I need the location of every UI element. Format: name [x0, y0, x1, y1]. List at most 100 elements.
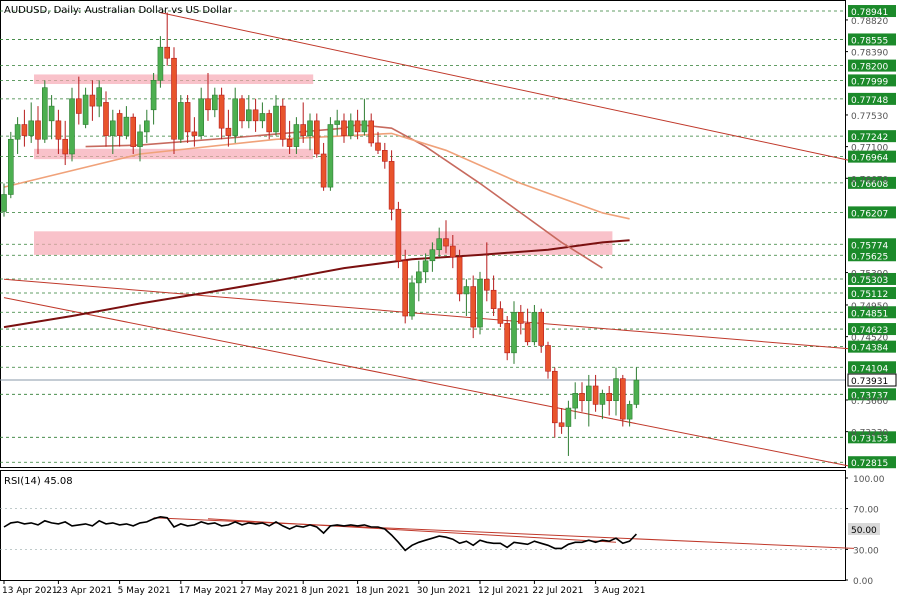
- level-label: 0.76964: [851, 154, 888, 164]
- candle-body: [103, 102, 109, 136]
- candle-body: [477, 278, 483, 328]
- level-box: [848, 388, 896, 401]
- level-box: [848, 249, 896, 262]
- candle-body: [613, 378, 619, 402]
- level-label: 0.73153: [851, 434, 888, 444]
- candle-body: [558, 422, 565, 427]
- candle-body: [35, 120, 41, 140]
- level-box: [848, 33, 896, 46]
- level-box: [848, 272, 896, 285]
- level-label: 0.75112: [851, 290, 888, 300]
- level-box: [848, 361, 896, 374]
- candle-body: [551, 370, 558, 424]
- candle-body: [239, 98, 245, 122]
- time-label: 18 Jun 2021: [356, 586, 410, 596]
- price-tick-label: 0.76670: [851, 175, 888, 185]
- rsi-level-label: 50.00: [851, 526, 877, 536]
- price-zone: [34, 231, 613, 255]
- candle-body: [21, 124, 28, 136]
- level-box: [848, 340, 896, 353]
- trend-line: [3, 297, 855, 468]
- candle-body: [252, 109, 259, 122]
- trend-line: [3, 278, 855, 350]
- price-tick-label: 0.77100: [851, 144, 888, 154]
- candle-body: [293, 124, 300, 147]
- candle-body: [8, 138, 14, 195]
- candle-body: [368, 120, 375, 144]
- candle-body: [212, 94, 218, 111]
- trend-lines: [3, 12, 855, 468]
- candle-body: [511, 312, 517, 354]
- level-label: 0.72815: [851, 459, 888, 469]
- candle-body: [524, 323, 531, 343]
- candle-body: [130, 116, 136, 147]
- candle-body: [572, 393, 579, 409]
- price-tick-label: 0.78820: [851, 17, 888, 27]
- level-label: 0.74104: [851, 364, 888, 374]
- candle-body: [531, 312, 538, 343]
- candle-body: [273, 105, 279, 133]
- candle-body: [599, 393, 606, 405]
- candle-body: [585, 385, 592, 402]
- time-label: 5 May 2021: [118, 586, 171, 596]
- candle-body: [137, 131, 143, 147]
- candle-body: [41, 87, 48, 140]
- level-label: 0.77242: [851, 133, 888, 143]
- candle-body: [191, 131, 198, 136]
- rsi-panel: 100.00 70.00 30.00 0.00 50.00: [0, 475, 885, 587]
- level-label: 0.73737: [851, 391, 888, 401]
- candle-body: [490, 289, 497, 309]
- candle-body: [110, 120, 116, 136]
- candle-body: [436, 238, 443, 251]
- rsi-line: [3, 515, 637, 552]
- level-box: [848, 92, 896, 105]
- candle-body: [313, 120, 320, 155]
- candle-body: [415, 271, 422, 284]
- candle-body: [320, 153, 327, 188]
- rsi-level-box: [848, 523, 880, 535]
- price-axis: 0.78941 0.78555 0.78200 0.77999 0.77748 0.772…: [845, 5, 897, 469]
- candle-body: [395, 208, 402, 262]
- level-box: [848, 456, 896, 469]
- rsi-frame: [0, 470, 846, 581]
- level-box: [848, 5, 896, 18]
- candle-body: [626, 404, 633, 420]
- candle-body: [633, 379, 640, 405]
- price-tick-label: 0.73230: [851, 429, 888, 439]
- candle-body: [327, 124, 334, 188]
- candle-body: [150, 80, 157, 111]
- candle-body: [409, 282, 415, 317]
- candle-body: [48, 105, 55, 122]
- level-label: 0.76608: [851, 180, 888, 190]
- moving-averages: [3, 123, 630, 329]
- ma-slow-line: [3, 239, 630, 329]
- time-label: 22 Jul 2021: [532, 586, 583, 596]
- candle-body: [429, 249, 436, 262]
- candle-body: [178, 102, 184, 140]
- current-price-box: [847, 373, 897, 387]
- level-label: 0.76207: [851, 209, 888, 219]
- candle-body: [286, 138, 293, 147]
- candle-body: [565, 407, 572, 427]
- candle-body: [443, 238, 449, 247]
- time-label: 12 Jul 2021: [478, 586, 529, 596]
- candle-body: [1, 194, 7, 212]
- candle-body: [545, 345, 551, 372]
- candle-body: [456, 256, 463, 295]
- candle-body: [205, 98, 211, 111]
- rsi-tick-label: 70.00: [853, 506, 879, 516]
- candle-body: [497, 308, 504, 324]
- candle-body: [463, 286, 470, 295]
- candle-body: [300, 124, 307, 136]
- rsi-tick-label: 100.00: [853, 475, 885, 485]
- candle-body: [341, 120, 347, 136]
- rsi-tick-label: 30.00: [853, 546, 879, 556]
- rsi-label: RSI(14) 45.08: [4, 476, 73, 487]
- price-tick-label: 0.74520: [851, 334, 888, 344]
- level-label: 0.75625: [851, 252, 888, 262]
- candle-body: [538, 312, 545, 346]
- level-label: 0.74384: [851, 344, 888, 354]
- candle-body: [402, 260, 409, 317]
- candle-body: [361, 120, 368, 133]
- price-tick-label: 0.78390: [851, 49, 888, 59]
